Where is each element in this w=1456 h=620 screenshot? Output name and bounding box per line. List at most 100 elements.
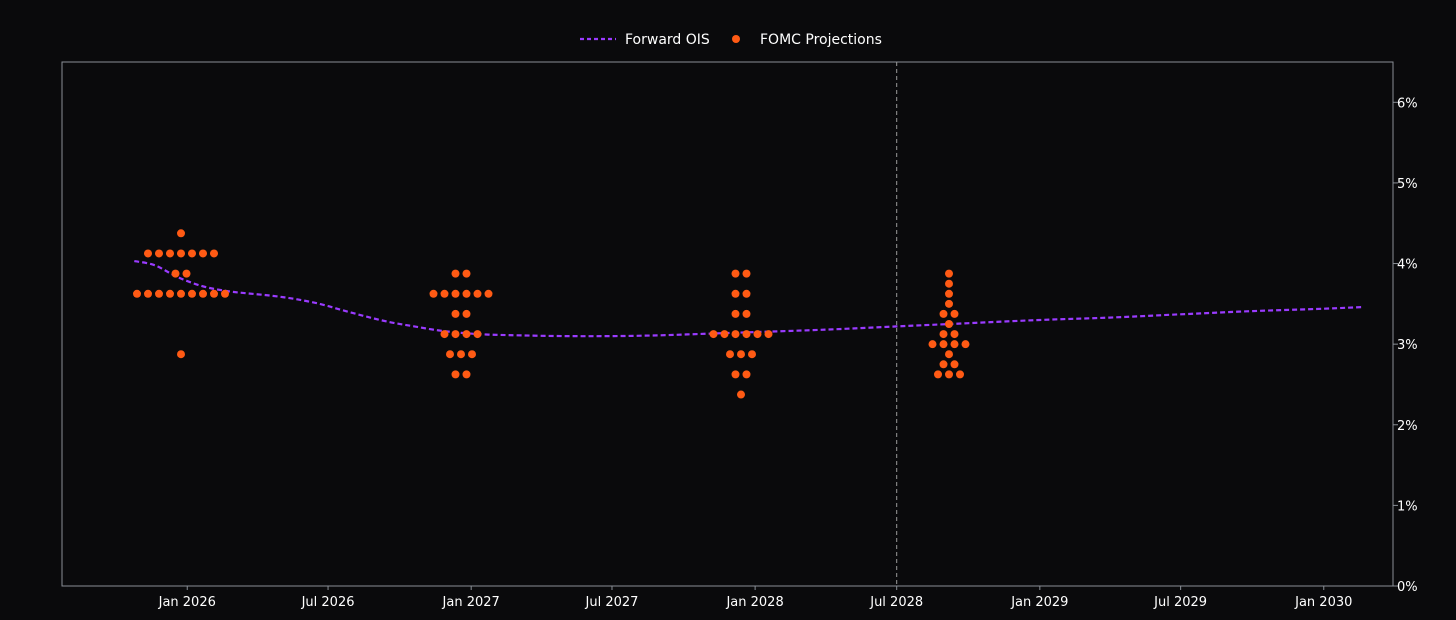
fomc-projection-dot [950, 309, 959, 318]
x-tick-label: Jul 2026 [301, 595, 355, 610]
fomc-projection-dot [753, 330, 762, 339]
fomc-projection-dot [956, 370, 964, 379]
fomc-projection-dot [950, 330, 959, 339]
fomc-projection-dot [731, 269, 740, 278]
x-tick-label: Jan 2030 [1294, 595, 1352, 610]
y-tick-label: 2% [1397, 419, 1418, 434]
fomc-projection-dot [451, 269, 460, 278]
fomc-projection-dot [742, 289, 751, 298]
x-tick-label: Jul 2029 [1153, 595, 1207, 610]
fomc-projection-dot [950, 360, 959, 369]
y-tick-label: 5% [1397, 177, 1418, 192]
fomc-projection-dot [709, 330, 718, 339]
legend: Forward OIS FOMC Projections [580, 32, 882, 48]
fomc-projection-dot [939, 309, 948, 318]
fomc-projection-dot [737, 390, 745, 399]
fomc-projection-dot [166, 289, 174, 298]
fomc-projection-dot [177, 289, 185, 298]
plot-frame [61, 61, 1394, 587]
fomc-projection-dot [473, 289, 482, 298]
fomc-projection-dot [484, 289, 493, 298]
fomc-projection-dot [473, 330, 482, 339]
fomc-projection-dot [742, 309, 751, 318]
x-tick-label: Jan 2029 [1010, 595, 1068, 610]
fomc-projection-dot [731, 370, 740, 379]
fomc-projection-dot [155, 249, 163, 258]
fomc-projection-dot [742, 370, 751, 379]
fomc-dot-layer [133, 229, 970, 399]
fomc-projection-dot [945, 350, 953, 359]
fomc-projection-dot [945, 370, 953, 379]
fomc-projection-dot [199, 249, 207, 258]
fomc-projection-dot [451, 370, 460, 379]
fomc-projection-dot [945, 299, 953, 308]
fomc-projection-dot [748, 350, 756, 359]
fomc-projection-dot [210, 289, 218, 298]
fomc-projection-dot [934, 370, 942, 379]
fomc-projection-dot [182, 269, 191, 278]
y-tick-label: 1% [1397, 499, 1418, 514]
fomc-projection-dot [468, 350, 476, 359]
fomc-projection-dot [188, 289, 196, 298]
fomc-projection-dot [939, 340, 948, 349]
fomc-projection-dot [171, 269, 180, 278]
fomc-projection-dot [945, 279, 953, 288]
fomc-projection-dot [726, 350, 734, 359]
fomc-projection-dot [451, 330, 460, 339]
fomc-projection-dot [446, 350, 454, 359]
fomc-projection-dot [731, 309, 740, 318]
fomc-projection-dot [440, 289, 449, 298]
legend-ois-label: Forward OIS [625, 32, 710, 48]
fomc-projection-dot [742, 269, 751, 278]
fomc-projection-dot [737, 350, 745, 359]
fomc-projection-dot [177, 249, 185, 258]
fomc-projection-dot [457, 350, 465, 359]
fomc-projection-dot [720, 330, 729, 339]
fomc-projection-dot [462, 309, 471, 318]
fomc-projection-dot [429, 289, 438, 298]
fomc-projection-dot [945, 320, 953, 328]
y-tick-label: 4% [1397, 258, 1418, 273]
fomc-projection-dot [731, 289, 740, 298]
fomc-projection-dot [945, 289, 953, 298]
y-tick-label: 6% [1397, 96, 1418, 111]
fomc-projection-dot [440, 330, 449, 339]
fomc-projection-dot [764, 330, 773, 339]
y-tick-label: 3% [1397, 338, 1418, 353]
fomc-projection-dot [144, 249, 152, 258]
x-tick-label: Jan 2028 [725, 595, 783, 610]
fomc-projection-dot [166, 249, 174, 258]
fomc-projection-dot [451, 289, 460, 298]
fomc-projection-dot [133, 289, 141, 298]
fomc-projection-dot [939, 360, 948, 369]
fomc-projection-dot [950, 340, 959, 349]
x-tick-label: Jan 2027 [442, 595, 500, 610]
fomc-projection-dot [221, 289, 229, 298]
y-tick-label: 0% [1397, 580, 1418, 595]
fomc-projection-dot [155, 289, 163, 298]
fomc-projection-dot [451, 309, 460, 318]
x-tick-label: Jul 2027 [585, 595, 639, 610]
fomc-projection-dot [462, 289, 471, 298]
fomc-projection-dot [939, 330, 948, 339]
fomc-projection-dot [199, 289, 207, 298]
fomc-projection-dot [462, 330, 471, 339]
fomc-projection-dot [731, 330, 740, 339]
fomc-projection-dot [462, 370, 471, 379]
fomc-projection-dot [961, 340, 970, 349]
fomc-projection-dot [188, 249, 196, 258]
axis-layer: 0% 1% 2% 3% 4% 5% 6% Jan 2026 Jul 2026 Jan 2027 Ju… [158, 96, 1418, 610]
legend-fomc-label: FOMC Projections [760, 32, 882, 48]
fomc-projection-dot [177, 229, 185, 238]
fomc-projection-dot [144, 289, 152, 298]
forward-ois-line [134, 260, 1363, 338]
legend-fomc-swatch [732, 35, 740, 43]
fomc-projection-dot [462, 269, 471, 278]
fomc-projection-dot [928, 340, 937, 349]
fomc-projection-dot [742, 330, 751, 339]
x-tick-label: Jan 2026 [158, 595, 216, 610]
fomc-projection-dot [210, 249, 218, 258]
